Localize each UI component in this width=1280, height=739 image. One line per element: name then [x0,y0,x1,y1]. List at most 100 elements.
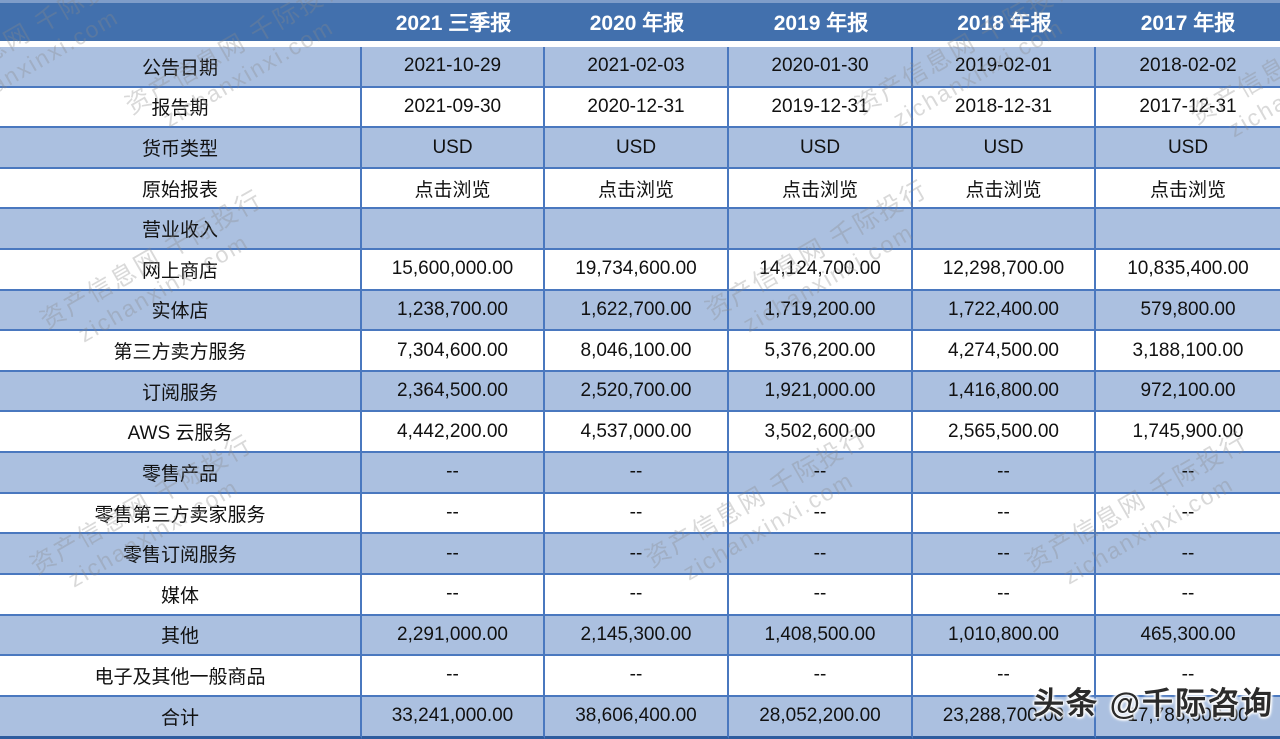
value-cell: -- [362,453,545,494]
row-label: 零售产品 [0,453,362,494]
value-cell [1096,209,1280,251]
value-cell: 2,145,300.00 [545,615,729,657]
table-row: 订阅服务 2,364,500.00 2,520,700.00 1,921,000.00… [0,371,1280,413]
value-cell: 1,238,700.00 [362,290,545,332]
table-row: 网上商店 15,600,000.00 19,734,600.00 14,124,700… [0,250,1280,291]
value-cell: -- [729,493,913,535]
value-cell: 2,565,500.00 [913,412,1096,454]
value-cell: 2021-10-29 [362,47,545,88]
table-row: 报告期 2021-09-30 2020-12-31 2019-12-31 2018-12… [0,87,1280,129]
row-label: 第三方卖方服务 [0,331,362,372]
value-cell: 28,052,200.00 [729,696,913,739]
value-cell: -- [545,656,729,697]
row-label: 其他 [0,615,362,657]
table-row: 媒体 -- -- -- -- -- [0,574,1280,616]
value-cell: -- [729,534,913,575]
value-cell: 1,408,500.00 [729,615,913,657]
table-row: 第三方卖方服务 7,304,600.00 8,046,100.00 5,376,200… [0,331,1280,372]
view-report-link[interactable]: 点击浏览 [729,168,913,210]
table-row: 原始报表 点击浏览 点击浏览 点击浏览 点击浏览 点击浏览 [0,168,1280,210]
value-cell: -- [729,574,913,616]
value-cell: 1,622,700.00 [545,290,729,332]
value-cell: -- [1096,453,1280,494]
value-cell: -- [1096,574,1280,616]
value-cell: -- [729,453,913,494]
value-cell: 10,835,400.00 [1096,250,1280,291]
value-cell: 8,046,100.00 [545,331,729,372]
value-cell: 2019-12-31 [729,87,913,129]
table-row: 零售第三方卖家服务 -- -- -- -- -- [0,493,1280,535]
value-cell: -- [913,574,1096,616]
table-row: 营业收入 [0,209,1280,251]
column-header-2019-annual: 2019 年报 [729,0,913,47]
value-cell: 4,274,500.00 [913,331,1096,372]
value-cell: 4,537,000.00 [545,412,729,454]
row-label: 公告日期 [0,47,362,88]
row-label: 实体店 [0,290,362,332]
value-cell: -- [729,656,913,697]
view-report-link[interactable]: 点击浏览 [545,168,729,210]
header-corner-cell [0,0,362,47]
value-cell: 4,442,200.00 [362,412,545,454]
row-label: AWS 云服务 [0,412,362,454]
value-cell: USD [913,128,1096,169]
value-cell: USD [545,128,729,169]
row-label: 原始报表 [0,168,362,210]
row-label: 订阅服务 [0,371,362,413]
value-cell: 579,800.00 [1096,290,1280,332]
value-cell: 2021-09-30 [362,87,545,129]
value-cell: 19,734,600.00 [545,250,729,291]
value-cell: 2018-02-02 [1096,47,1280,88]
value-cell: 2,520,700.00 [545,371,729,413]
value-cell: 5,376,200.00 [729,331,913,372]
value-cell: 17,786,600.00 [1096,696,1280,739]
column-header-2021-q3: 2021 三季报 [362,0,545,47]
value-cell: 1,010,800.00 [913,615,1096,657]
value-cell: 3,502,600.00 [729,412,913,454]
view-report-link[interactable]: 点击浏览 [362,168,545,210]
value-cell: -- [545,534,729,575]
value-cell: -- [1096,534,1280,575]
value-cell: USD [362,128,545,169]
value-cell: 38,606,400.00 [545,696,729,739]
value-cell: -- [362,574,545,616]
value-cell: USD [1096,128,1280,169]
value-cell [729,209,913,251]
value-cell: 12,298,700.00 [913,250,1096,291]
table-row: 合计 33,241,000.00 38,606,400.00 28,052,200.0… [0,696,1280,739]
column-header-2017-annual: 2017 年报 [1096,0,1280,47]
value-cell: -- [362,534,545,575]
value-cell: -- [545,574,729,616]
value-cell: 2018-12-31 [913,87,1096,129]
value-cell: 14,124,700.00 [729,250,913,291]
value-cell: -- [362,656,545,697]
value-cell [362,209,545,251]
table-row: 实体店 1,238,700.00 1,622,700.00 1,719,200.00 1… [0,290,1280,332]
row-label: 电子及其他一般商品 [0,656,362,697]
value-cell [913,209,1096,251]
value-cell: -- [545,453,729,494]
value-cell: 7,304,600.00 [362,331,545,372]
table-row: 其他 2,291,000.00 2,145,300.00 1,408,500.00 1,… [0,615,1280,657]
value-cell: 1,921,000.00 [729,371,913,413]
period-header-row: 2021 三季报 2020 年报 2019 年报 2018 年报 2017 年报 [0,0,1280,47]
value-cell: -- [545,493,729,535]
value-cell: -- [913,493,1096,535]
value-cell: -- [913,656,1096,697]
column-header-2018-annual: 2018 年报 [913,0,1096,47]
value-cell [545,209,729,251]
value-cell: 23,288,700.00 [913,696,1096,739]
table-row: 电子及其他一般商品 -- -- -- -- -- [0,656,1280,697]
row-label: 营业收入 [0,209,362,251]
view-report-link[interactable]: 点击浏览 [913,168,1096,210]
view-report-link[interactable]: 点击浏览 [1096,168,1280,210]
value-cell: -- [913,534,1096,575]
table-row: 货币类型 USD USD USD USD USD [0,128,1280,169]
value-cell: 2017-12-31 [1096,87,1280,129]
table-row: 公告日期 2021-10-29 2021-02-03 2020-01-30 2019-0… [0,47,1280,88]
value-cell: 2021-02-03 [545,47,729,88]
value-cell: 15,600,000.00 [362,250,545,291]
value-cell: 1,719,200.00 [729,290,913,332]
